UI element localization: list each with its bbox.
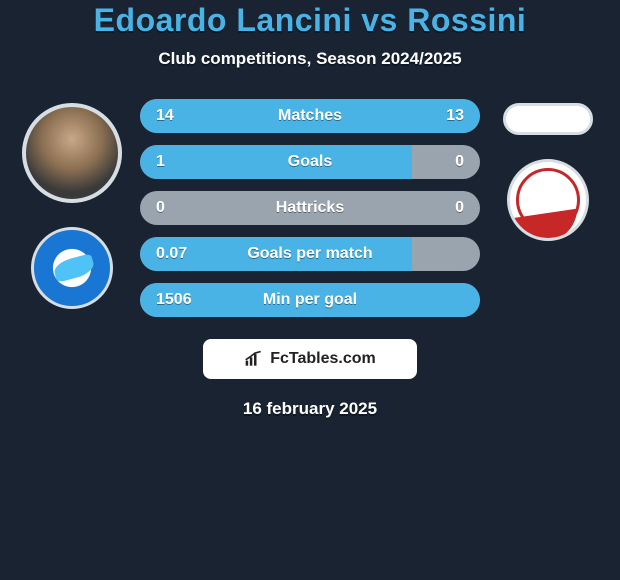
stat-value-left: 0 [140, 199, 210, 217]
chart-icon [244, 350, 264, 368]
stat-value-right: 13 [410, 107, 480, 125]
stats-table: 14 Matches 13 1 Goals 0 0 Hattricks 0 [140, 99, 480, 317]
stat-value-right: 0 [410, 153, 480, 171]
player-left-club-logo [31, 227, 113, 309]
player-right-club-logo [507, 159, 589, 241]
player-left-avatar [22, 103, 122, 203]
stat-value-left: 14 [140, 107, 210, 125]
player-right-avatar [503, 103, 593, 135]
content-row: 14 Matches 13 1 Goals 0 0 Hattricks 0 [0, 99, 620, 317]
stat-value-left: 1506 [140, 291, 210, 309]
right-column [498, 99, 598, 241]
stat-row: 1506 Min per goal [140, 283, 480, 317]
stat-row: 1 Goals 0 [140, 145, 480, 179]
snapshot-date: 16 february 2025 [0, 399, 620, 419]
brand-label: FcTables.com [270, 350, 376, 368]
stat-label: Goals per match [210, 245, 410, 263]
stat-value-right: 0 [410, 199, 480, 217]
comparison-card: Edoardo Lancini vs Rossini Club competit… [0, 0, 620, 580]
stat-row: 0 Hattricks 0 [140, 191, 480, 225]
left-column [22, 99, 122, 309]
page-title: Edoardo Lancini vs Rossini [0, 2, 620, 39]
stat-label: Goals [210, 153, 410, 171]
brand-badge: FcTables.com [203, 339, 417, 379]
stat-row: 0.07 Goals per match [140, 237, 480, 271]
stat-row: 14 Matches 13 [140, 99, 480, 133]
stat-value-left: 0.07 [140, 245, 210, 263]
stat-label: Min per goal [210, 291, 410, 309]
page-subtitle: Club competitions, Season 2024/2025 [0, 49, 620, 69]
stat-label: Matches [210, 107, 410, 125]
stat-value-left: 1 [140, 153, 210, 171]
stat-label: Hattricks [210, 199, 410, 217]
